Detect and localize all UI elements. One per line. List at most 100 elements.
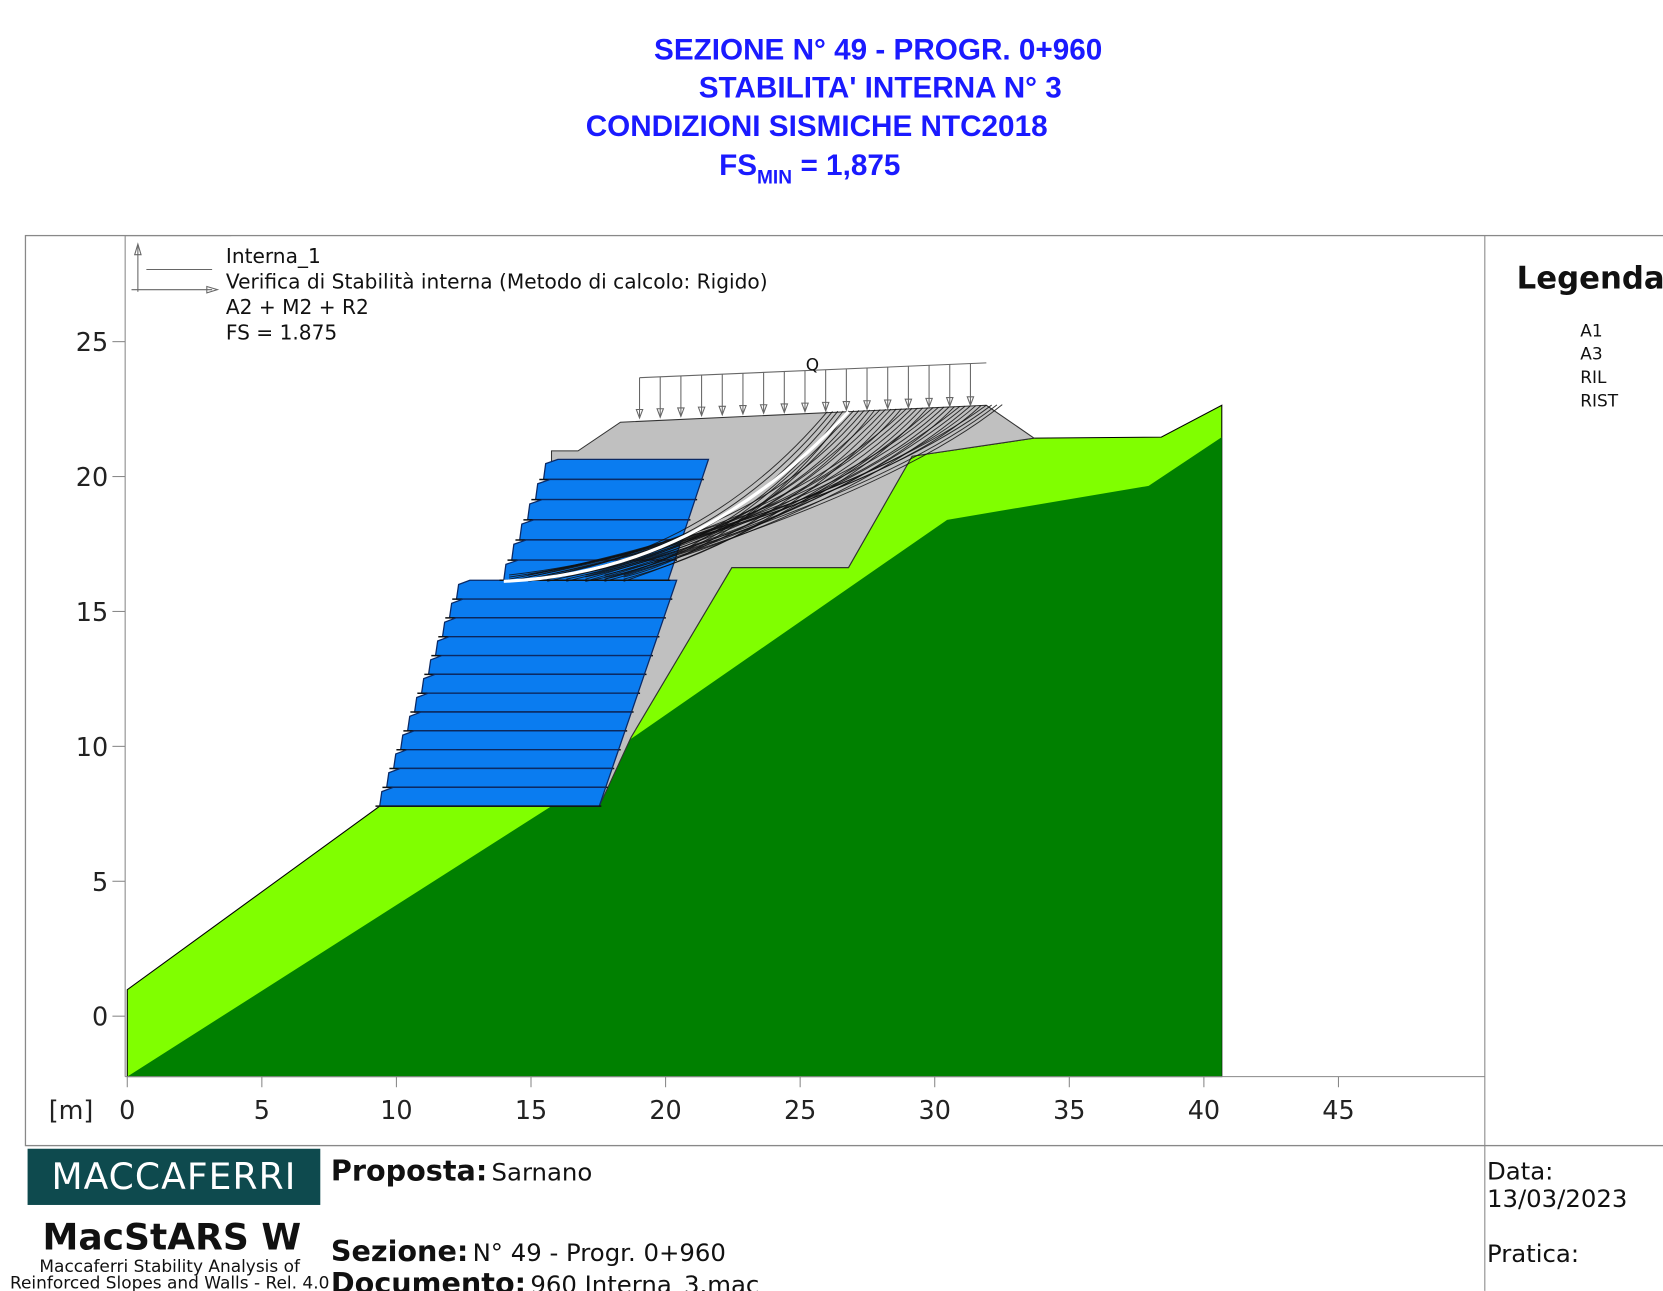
x-tick-label: 35 — [1053, 1096, 1085, 1126]
title-line: STABILITA' INTERNA N° 3 — [699, 72, 1062, 105]
annotation-icons — [131, 242, 220, 294]
slip-surface — [585, 405, 961, 580]
y-tick-label: 5 — [92, 868, 108, 898]
legend-item: A3 — [1580, 344, 1602, 364]
x-tick-label: 5 — [254, 1096, 270, 1126]
x-tick-label: 25 — [784, 1096, 816, 1126]
load-arrow-head — [821, 401, 830, 413]
block-layer — [385, 767, 614, 788]
title-block: SEZIONE N° 49 - PROGR. 0+960 STABILITA' … — [586, 34, 1103, 189]
x-tick-label: 30 — [919, 1096, 951, 1126]
product-desc: Maccaferri Stability Analysis of — [39, 1256, 301, 1276]
slip-surface — [566, 409, 881, 578]
brand: MACCAFERRI — [51, 1156, 296, 1198]
load-arrow-head — [925, 397, 934, 409]
bedrock — [127, 437, 1222, 1077]
load-arrow-head — [697, 406, 706, 418]
load-arrow-head — [945, 397, 954, 408]
annotation-line: Verifica di Stabilità interna (Metodo di… — [226, 270, 768, 294]
x-tick-label: 45 — [1322, 1096, 1354, 1126]
field-label: Sezione: — [331, 1234, 468, 1268]
legend: A1 A3 RIL RIST — [1580, 320, 1619, 410]
block-layer — [526, 499, 696, 521]
fs-value: = 1,875 — [800, 149, 900, 182]
block-layer — [534, 478, 703, 501]
load-arrow-head — [635, 408, 644, 420]
date-value: 13/03/2023 — [1487, 1184, 1628, 1213]
field-value: N° 49 - Progr. 0+960 — [473, 1238, 726, 1267]
title-line: SEZIONE N° 49 - PROGR. 0+960 — [654, 34, 1102, 67]
slip-surface — [604, 404, 1003, 580]
load-arrow-head — [759, 404, 768, 415]
footer: MACCAFERRI MacStARS W Maccaferri Stabili… — [10, 1148, 1628, 1291]
block-layer — [406, 711, 633, 732]
block-layer — [455, 579, 678, 600]
load-arrow-head — [883, 399, 892, 410]
slip-surfaces — [503, 404, 1003, 583]
slip-surface — [604, 410, 855, 580]
slip-surface — [604, 405, 966, 578]
block-layer — [413, 692, 639, 713]
x-tick-label: 10 — [380, 1096, 412, 1126]
legend-item: RIST — [1580, 390, 1619, 410]
title-fs: FSMIN = 1,875 — [719, 149, 900, 188]
block-layer — [427, 654, 652, 676]
icon — [133, 242, 142, 256]
y-tick-label: 10 — [76, 733, 108, 763]
legend-title: Legenda — [1517, 261, 1663, 297]
field-label: Documento: — [331, 1266, 526, 1291]
product-desc: Reinforced Slopes and Walls - Rel. 4.0 — [10, 1273, 329, 1291]
load-arrow-head — [718, 405, 727, 417]
annotation-line: Interna_1 — [226, 244, 321, 268]
logo — [27, 1148, 321, 1205]
load-arrow-head — [656, 408, 665, 419]
block-layer — [542, 458, 710, 481]
block-layer — [434, 636, 659, 657]
y-tick-label: 25 — [76, 328, 108, 358]
field-value: 960 Interna_3.mac — [530, 1270, 759, 1291]
y-tick-label: 20 — [76, 463, 108, 493]
fs-symbol: FS — [719, 149, 757, 182]
block-layer — [399, 730, 626, 751]
slip-surface — [528, 406, 945, 578]
block-layer — [518, 519, 690, 541]
critical-surface — [503, 410, 850, 583]
x-tick-label: 15 — [515, 1096, 547, 1126]
field-label: Proposta: — [331, 1154, 487, 1188]
field-value: Sarnano — [492, 1158, 593, 1187]
load-arrow-head — [801, 402, 809, 414]
load-arrow-head — [780, 403, 789, 414]
load-arrow-head — [966, 396, 975, 407]
axis-unit: [m] — [49, 1096, 94, 1126]
legend-item: A1 — [1580, 320, 1602, 340]
axes: [m] 0 5 10 15 20 25 30 35 40 45 0 5 10 15 20 25 — [49, 235, 1485, 1126]
slip-surface — [623, 407, 934, 582]
annotation-line: FS = 1.875 — [226, 321, 337, 345]
y-tick-label: 15 — [76, 598, 108, 628]
y-tick-label: 0 — [92, 1003, 108, 1033]
load: Q — [635, 354, 987, 420]
pratica-label: Pratica: — [1487, 1239, 1579, 1268]
load-label: Q — [806, 354, 819, 374]
slip-surface — [508, 406, 939, 580]
date-label: Data: — [1487, 1157, 1553, 1186]
block-layer — [420, 673, 646, 694]
x-tick-label: 0 — [119, 1096, 135, 1126]
load-arrow-head — [842, 401, 851, 412]
block-layer — [448, 598, 672, 619]
x-tick-label: 20 — [649, 1096, 681, 1126]
legend-item: RIL — [1580, 367, 1607, 387]
block-layer — [441, 617, 665, 638]
slip-surface — [585, 404, 998, 582]
load-arrow-head — [738, 405, 747, 416]
product: MacStARS W — [42, 1217, 301, 1259]
title-line: CONDIZIONI SISMICHE NTC2018 — [586, 110, 1048, 143]
load-arrow-head — [863, 400, 871, 411]
block-layer — [378, 786, 607, 807]
block-layer — [392, 749, 620, 770]
slip-surface — [547, 404, 987, 578]
load-arrow-head — [904, 398, 913, 410]
x-tick-label: 40 — [1188, 1096, 1220, 1126]
